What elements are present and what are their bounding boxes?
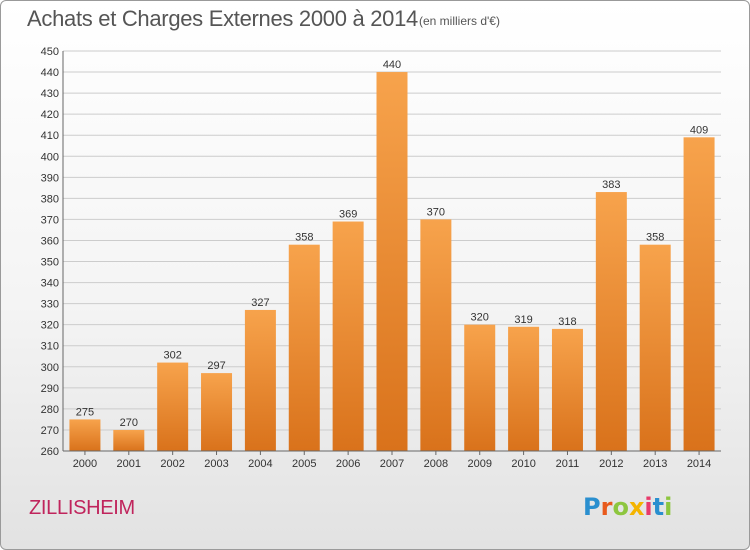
- logo-letter: o: [612, 493, 629, 521]
- y-tick-label: 420: [41, 109, 59, 121]
- y-tick-label: 290: [41, 383, 59, 395]
- bar-value-label: 327: [251, 297, 269, 309]
- bar-value-label: 358: [295, 232, 313, 244]
- bar: [420, 219, 452, 451]
- logo-letter: P: [583, 493, 601, 521]
- bar-value-label: 297: [207, 360, 225, 372]
- x-tick-label: 2007: [380, 458, 404, 470]
- x-tick-label: 2012: [599, 458, 623, 470]
- bar: [551, 328, 583, 451]
- x-tick-label: 2010: [511, 458, 535, 470]
- x-tick-label: 2006: [336, 458, 360, 470]
- proxiti-logo[interactable]: Proxiti: [583, 493, 672, 521]
- bar: [376, 72, 408, 451]
- bar-value-label: 302: [163, 350, 181, 362]
- chart-title: Achats et Charges Externes 2000 à 2014: [27, 6, 418, 31]
- y-tick-label: 360: [41, 235, 59, 247]
- bar: [69, 419, 101, 451]
- y-tick-label: 350: [41, 257, 59, 269]
- bar: [157, 362, 189, 451]
- bar: [683, 137, 715, 451]
- logo-letter: r: [600, 493, 613, 521]
- y-tick-label: 270: [41, 425, 59, 437]
- logo-letter: i: [644, 493, 653, 521]
- bar-value-label: 319: [514, 314, 532, 326]
- bar-value-label: 369: [339, 209, 357, 221]
- bar-value-label: 370: [427, 206, 445, 218]
- y-tick-label: 320: [41, 320, 59, 332]
- logo-letter: t: [652, 493, 665, 521]
- bar-value-label: 270: [120, 417, 138, 429]
- x-tick-label: 2000: [73, 458, 97, 470]
- y-tick-label: 280: [41, 404, 59, 416]
- bar: [113, 429, 145, 451]
- logo-letter: x: [628, 493, 645, 521]
- bar-value-label: 320: [471, 312, 489, 324]
- bar-value-label: 440: [383, 59, 401, 71]
- bar-value-label: 358: [646, 232, 664, 244]
- y-tick-label: 300: [41, 362, 59, 374]
- y-tick-label: 310: [41, 341, 59, 353]
- y-tick-label: 410: [41, 130, 59, 142]
- y-tick-label: 430: [41, 88, 59, 100]
- y-tick-label: 400: [41, 151, 59, 163]
- x-tick-label: 2001: [117, 458, 141, 470]
- x-tick-label: 2011: [556, 458, 580, 470]
- bar: [244, 309, 276, 451]
- chart-subtitle: (en milliers d'€): [419, 14, 500, 28]
- bar: [332, 221, 364, 451]
- y-tick-label: 440: [41, 67, 59, 79]
- x-tick-label: 2003: [204, 458, 228, 470]
- y-tick-label: 390: [41, 172, 59, 184]
- place-name: ZILLISHEIM: [29, 497, 135, 519]
- bar-value-label: 275: [76, 406, 94, 418]
- bar-value-label: 409: [690, 124, 708, 136]
- bar: [639, 244, 671, 451]
- bar-value-label: 318: [558, 316, 576, 328]
- y-tick-label: 370: [41, 214, 59, 226]
- x-tick-label: 2013: [643, 458, 667, 470]
- bar: [201, 373, 233, 451]
- y-tick-label: 450: [41, 46, 59, 58]
- x-tick-label: 2014: [687, 458, 711, 470]
- y-tick-label: 260: [41, 446, 59, 458]
- bar: [464, 324, 496, 451]
- x-tick-label: 2009: [467, 458, 491, 470]
- bar-value-label: 383: [602, 179, 620, 191]
- logo-letter: i: [664, 493, 673, 521]
- x-tick-label: 2004: [248, 458, 272, 470]
- x-tick-label: 2005: [292, 458, 316, 470]
- x-tick-label: 2008: [424, 458, 448, 470]
- x-tick-label: 2002: [160, 458, 184, 470]
- y-tick-label: 340: [41, 278, 59, 290]
- bar: [508, 326, 540, 451]
- bar: [288, 244, 320, 451]
- y-tick-label: 380: [41, 193, 59, 205]
- bar: [595, 192, 627, 452]
- y-tick-label: 330: [41, 299, 59, 311]
